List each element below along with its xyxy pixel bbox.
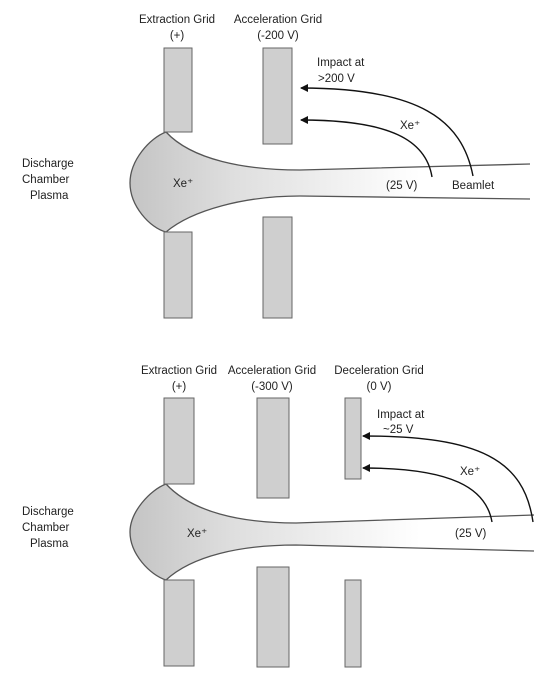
top-plasma-label-line1: Discharge bbox=[22, 158, 74, 170]
bottom-origin-voltage-label: (25 V) bbox=[455, 528, 486, 540]
bottom-acceleration-grid-voltage: (-300 V) bbox=[251, 381, 293, 393]
bottom-plasma-label-line1: Discharge bbox=[22, 506, 74, 518]
top-impact-label-line2: >200 V bbox=[318, 73, 355, 85]
bottom-plasma-sheath bbox=[129, 483, 167, 581]
bottom-plasma-label-line2: Chamber bbox=[22, 522, 69, 534]
top-extraction-grid-voltage: (+) bbox=[170, 30, 185, 42]
two-grid-panel: Extraction Grid (+) Acceleration Grid (-… bbox=[22, 14, 531, 319]
top-plasma-sheath bbox=[129, 131, 167, 233]
bottom-deceleration-grid-label: Deceleration Grid bbox=[334, 365, 423, 377]
bottom-extraction-grid-label: Extraction Grid bbox=[141, 365, 217, 377]
top-impact-label-line1: Impact at bbox=[317, 57, 365, 69]
bottom-backstream-ion-label: Xe⁺ bbox=[460, 466, 480, 478]
bottom-plasma-beamlet-fill bbox=[130, 484, 534, 580]
bottom-beamlet-upper-edge bbox=[165, 483, 535, 524]
bottom-impact-trajectory bbox=[362, 432, 534, 523]
bottom-deceleration-grid-upper bbox=[344, 397, 362, 480]
bottom-impact-label-line1: Impact at bbox=[377, 409, 425, 421]
top-backstream-trajectory bbox=[300, 116, 433, 178]
bottom-impact-label-line2: ~25 V bbox=[383, 424, 414, 436]
bottom-backstream-trajectory bbox=[362, 464, 493, 523]
top-acceleration-grid-voltage: (-200 V) bbox=[257, 30, 299, 42]
three-grid-panel: Extraction Grid (+) Acceleration Grid (-… bbox=[22, 365, 535, 668]
bottom-acceleration-grid-label: Acceleration Grid bbox=[228, 365, 316, 377]
bottom-deceleration-grid-voltage: (0 V) bbox=[367, 381, 392, 393]
bottom-xe-ion-label: Xe⁺ bbox=[187, 528, 207, 540]
bottom-extraction-grid-lower bbox=[163, 579, 195, 667]
bottom-extraction-grid-voltage: (+) bbox=[172, 381, 187, 393]
top-extraction-grid-upper bbox=[163, 47, 193, 133]
top-impact-trajectory bbox=[300, 84, 474, 177]
bottom-extraction-grid-upper bbox=[163, 397, 195, 485]
top-beamlet-lower-edge bbox=[165, 195, 531, 233]
top-extraction-grid-label: Extraction Grid bbox=[139, 14, 215, 26]
bottom-beamlet-lower-edge bbox=[165, 544, 535, 581]
top-acceleration-grid-label: Acceleration Grid bbox=[234, 14, 322, 26]
top-xe-ion-label: Xe⁺ bbox=[173, 178, 193, 190]
bottom-deceleration-grid-lower bbox=[344, 579, 362, 668]
top-acceleration-grid-lower bbox=[262, 216, 293, 319]
top-beamlet-upper-edge bbox=[165, 131, 531, 171]
top-backstream-ion-label: Xe⁺ bbox=[400, 120, 420, 132]
top-origin-voltage-label: (25 V) bbox=[386, 180, 417, 192]
top-beamlet-label: Beamlet bbox=[452, 180, 495, 192]
bottom-acceleration-grid-lower bbox=[256, 566, 290, 668]
bottom-acceleration-grid-upper bbox=[256, 397, 290, 499]
top-acceleration-grid-upper bbox=[262, 47, 293, 145]
top-plasma-label-line2: Chamber bbox=[22, 174, 69, 186]
top-plasma-beamlet-fill bbox=[130, 132, 530, 232]
top-plasma-label-line3: Plasma bbox=[30, 190, 69, 202]
bottom-plasma-label-line3: Plasma bbox=[30, 538, 69, 550]
top-extraction-grid-lower bbox=[163, 231, 193, 319]
